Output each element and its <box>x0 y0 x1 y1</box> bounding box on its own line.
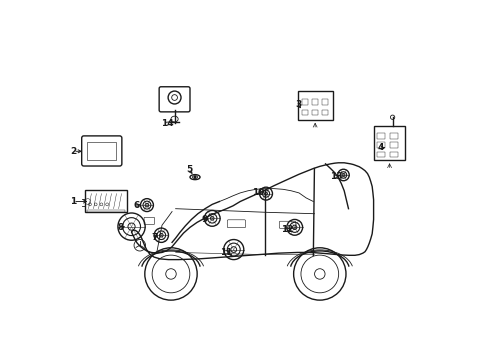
Text: 8: 8 <box>118 223 123 232</box>
Circle shape <box>193 176 196 179</box>
Text: 14: 14 <box>161 119 173 128</box>
Text: 5: 5 <box>185 165 192 174</box>
Text: 6: 6 <box>133 201 139 210</box>
Text: 7: 7 <box>151 233 157 242</box>
Text: 3: 3 <box>295 100 301 109</box>
Text: 10: 10 <box>251 188 264 197</box>
Text: 1: 1 <box>70 197 76 206</box>
Text: 4: 4 <box>377 143 383 152</box>
Text: 13: 13 <box>329 172 342 181</box>
Text: 11: 11 <box>219 248 232 257</box>
Text: 12: 12 <box>281 225 293 234</box>
Text: 2: 2 <box>70 147 76 156</box>
Text: 9: 9 <box>202 215 208 224</box>
